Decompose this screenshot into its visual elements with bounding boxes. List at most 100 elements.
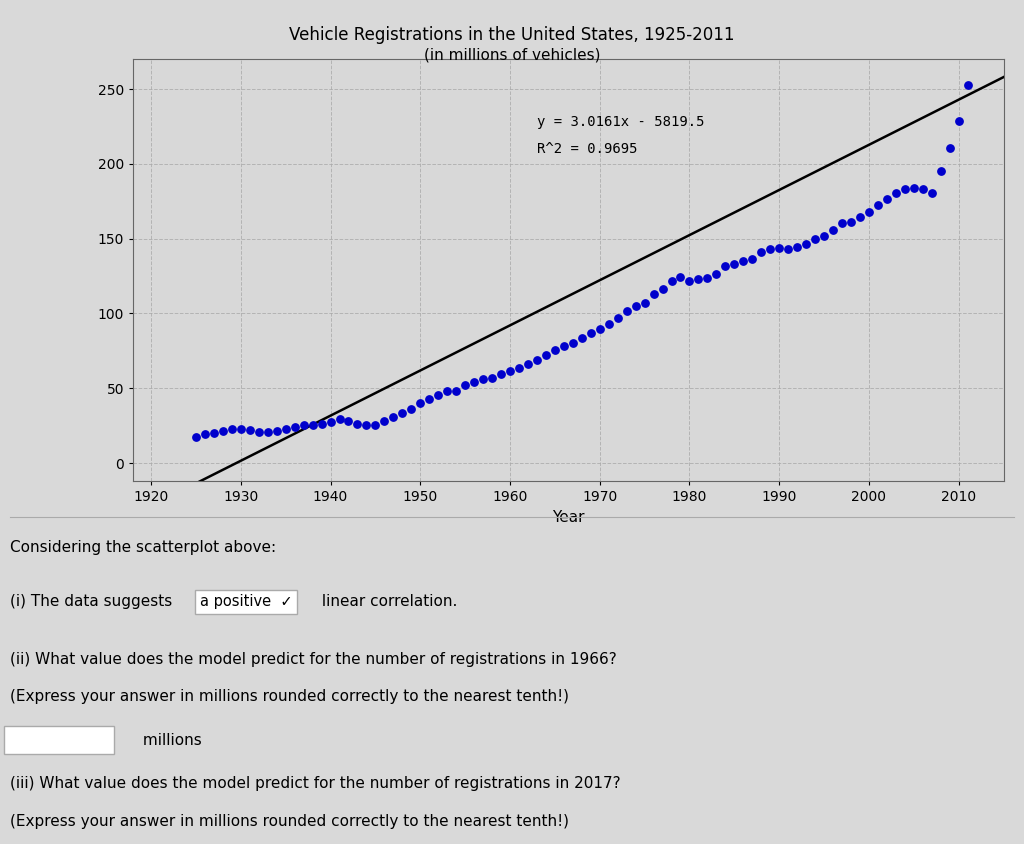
Point — [924, 187, 940, 200]
Text: (ii) What value does the model predict for the number of registrations in 1966?: (ii) What value does the model predict f… — [10, 652, 617, 667]
Point — [897, 181, 913, 195]
Point — [323, 415, 339, 429]
Text: (Express your answer in millions rounded correctly to the nearest tenth!): (Express your answer in millions rounded… — [10, 689, 569, 704]
Point — [654, 282, 671, 295]
Point — [197, 428, 213, 441]
Point — [816, 229, 833, 242]
Point — [484, 371, 501, 385]
Point — [556, 339, 572, 353]
Point — [664, 273, 680, 287]
Point — [609, 311, 626, 325]
Point — [753, 245, 769, 258]
Point — [690, 272, 707, 285]
Point — [888, 187, 904, 200]
Point — [430, 388, 446, 402]
Point — [914, 181, 931, 195]
Point — [215, 425, 231, 438]
Text: (i) The data suggests: (i) The data suggests — [10, 594, 177, 609]
Point — [475, 373, 492, 387]
Text: y = 3.0161x - 5819.5: y = 3.0161x - 5819.5 — [537, 116, 705, 129]
Point — [717, 260, 733, 273]
Point — [313, 417, 330, 430]
Point — [368, 418, 384, 431]
Point — [251, 425, 267, 439]
Point — [232, 422, 249, 436]
Point — [447, 384, 464, 398]
Point — [268, 425, 285, 438]
Point — [412, 396, 428, 409]
Point — [744, 252, 761, 266]
Text: (iii) What value does the model predict for the number of registrations in 2017?: (iii) What value does the model predict … — [10, 776, 621, 792]
Point — [843, 215, 859, 229]
Point — [628, 300, 644, 313]
Point — [735, 254, 752, 268]
Point — [681, 274, 697, 288]
Point — [905, 181, 922, 195]
Point — [332, 412, 348, 425]
Point — [645, 288, 662, 301]
Point — [466, 375, 482, 388]
Point — [879, 192, 895, 206]
Text: (Express your answer in millions rounded correctly to the nearest tenth!): (Express your answer in millions rounded… — [10, 814, 569, 829]
Point — [376, 414, 392, 428]
Point — [788, 241, 805, 254]
Point — [798, 237, 814, 251]
Point — [583, 327, 599, 340]
Point — [242, 423, 258, 436]
Text: a positive  ✓: a positive ✓ — [200, 594, 292, 609]
Point — [771, 241, 787, 255]
Text: (in millions of vehicles): (in millions of vehicles) — [424, 47, 600, 62]
Point — [278, 423, 294, 436]
Point — [394, 407, 411, 420]
Point — [861, 205, 878, 219]
Point — [618, 305, 635, 318]
Point — [340, 414, 356, 428]
Point — [807, 233, 823, 246]
Point — [959, 78, 976, 91]
Point — [573, 331, 590, 344]
Text: millions: millions — [138, 733, 202, 748]
Point — [439, 384, 456, 398]
Point — [709, 268, 725, 281]
Point — [358, 418, 375, 431]
Point — [511, 361, 527, 375]
Text: Vehicle Registrations in the United States, 1925-2011: Vehicle Registrations in the United Stat… — [289, 26, 735, 45]
Text: R^2 = 0.9695: R^2 = 0.9695 — [537, 143, 637, 156]
Point — [528, 353, 545, 366]
Point — [673, 270, 689, 284]
Point — [223, 422, 240, 436]
Point — [259, 425, 275, 439]
Point — [699, 271, 716, 284]
Point — [403, 402, 420, 415]
X-axis label: Year: Year — [552, 510, 585, 525]
Point — [869, 198, 886, 212]
Point — [349, 418, 366, 431]
Point — [636, 297, 652, 311]
Point — [780, 242, 797, 256]
Point — [457, 378, 473, 392]
Point — [421, 392, 437, 405]
Point — [834, 217, 850, 230]
Text: linear correlation.: linear correlation. — [317, 594, 458, 609]
Point — [762, 242, 778, 256]
Point — [385, 410, 401, 424]
Point — [726, 257, 742, 271]
Point — [852, 210, 868, 224]
Point — [502, 364, 518, 377]
Point — [206, 426, 222, 440]
Point — [520, 358, 537, 371]
Point — [600, 317, 616, 331]
Point — [825, 223, 842, 236]
Point — [287, 420, 303, 434]
Point — [592, 322, 608, 336]
Point — [950, 115, 967, 128]
Point — [295, 419, 311, 432]
Point — [304, 419, 321, 432]
Text: Considering the scatterplot above:: Considering the scatterplot above: — [10, 540, 276, 555]
Point — [538, 349, 554, 362]
Point — [564, 336, 581, 349]
Point — [493, 367, 509, 381]
Point — [941, 141, 957, 154]
Point — [933, 165, 949, 178]
Point — [547, 344, 563, 357]
